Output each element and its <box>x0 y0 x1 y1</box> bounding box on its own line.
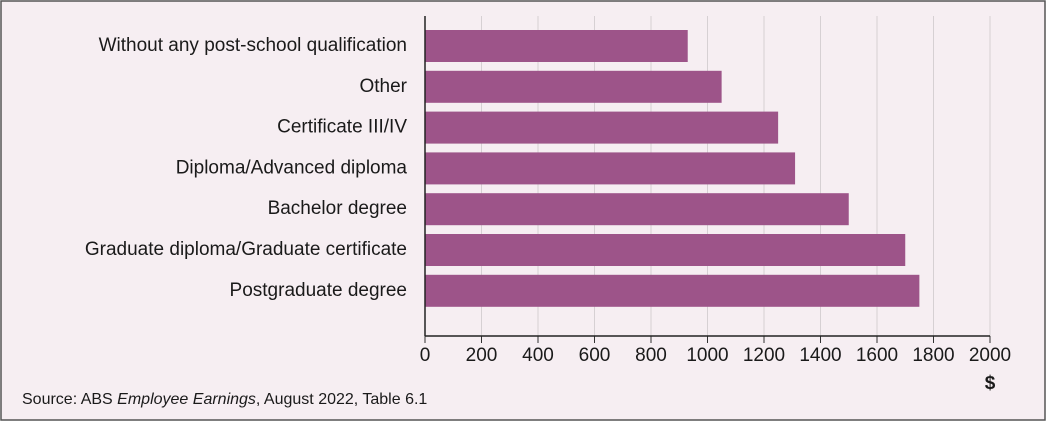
x-tick-label: 1000 <box>686 345 728 366</box>
x-tick-label: 400 <box>522 345 554 366</box>
bar <box>425 274 920 307</box>
source-suffix: , August 2022, Table 6.1 <box>256 391 428 408</box>
y-tick-label: Diploma/Advanced diploma <box>176 157 408 178</box>
x-tick-label: 800 <box>635 345 667 366</box>
bar <box>425 193 849 226</box>
source-italic: Employee Earnings <box>117 391 256 408</box>
x-tick-label: 600 <box>579 345 611 366</box>
x-tick-label: 1800 <box>912 345 954 366</box>
y-tick-label: Postgraduate degree <box>230 280 407 301</box>
x-tick-label: 200 <box>466 345 498 366</box>
y-tick-label: Without any post-school qualification <box>99 35 407 56</box>
y-tick-label: Bachelor degree <box>268 198 407 219</box>
x-tick-label: 1400 <box>799 345 841 366</box>
x-axis-label: $ <box>985 373 996 394</box>
bar <box>425 234 906 266</box>
y-tick-label: Certificate III/IV <box>277 117 407 138</box>
source-note: Source: ABS Employee Earnings, August 20… <box>22 391 427 408</box>
x-tick-label: 1600 <box>856 345 898 366</box>
x-tick-label: 1200 <box>743 345 785 366</box>
bar <box>425 152 796 185</box>
x-tick-label: 0 <box>420 345 431 366</box>
bar <box>425 70 722 103</box>
y-tick-label: Other <box>359 76 407 97</box>
bar <box>425 30 688 62</box>
bar <box>425 111 779 144</box>
source-prefix: Source: ABS <box>22 391 117 408</box>
x-tick-label: 2000 <box>969 345 1011 366</box>
y-tick-label: Graduate diploma/Graduate certificate <box>85 239 407 260</box>
